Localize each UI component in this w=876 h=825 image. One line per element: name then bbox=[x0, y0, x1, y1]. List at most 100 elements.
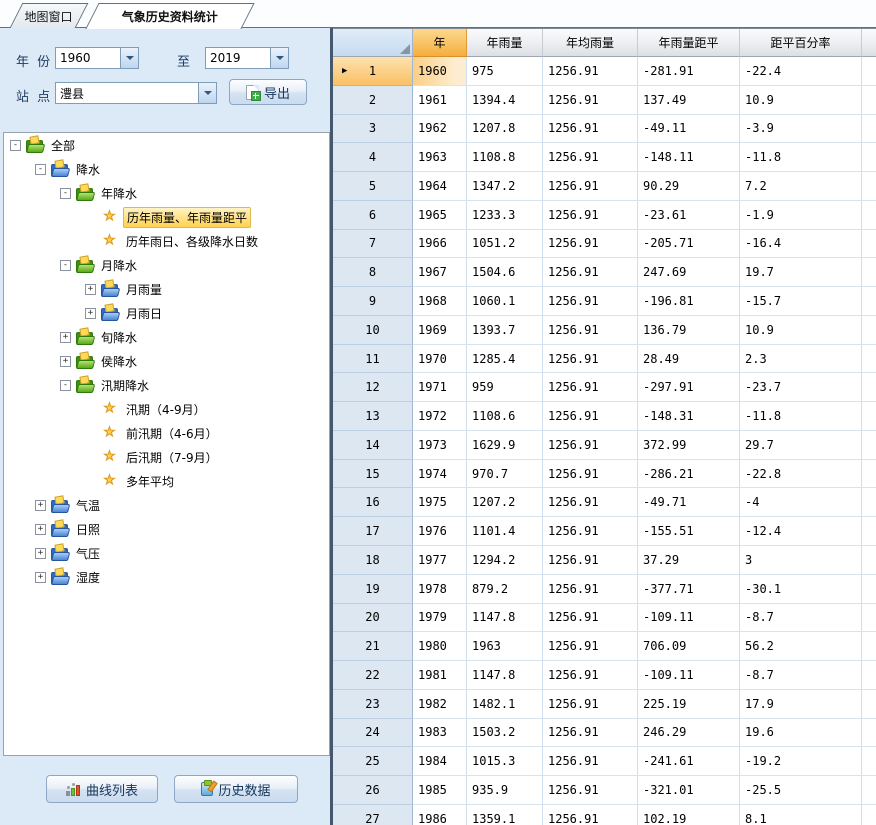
table-cell[interactable]: 1977 bbox=[413, 546, 467, 575]
table-cell[interactable]: -23.61 bbox=[638, 200, 740, 230]
expand-icon[interactable]: + bbox=[35, 499, 46, 511]
table-cell[interactable]: -19.2 bbox=[740, 747, 862, 777]
table-cell[interactable]: 1233.3 bbox=[467, 200, 543, 230]
table-cell[interactable]: 1147.8 bbox=[467, 603, 543, 633]
table-cell[interactable]: 1256.91 bbox=[543, 229, 638, 259]
table-cell[interactable]: 1051.2 bbox=[467, 229, 543, 259]
row-header-cell[interactable]: 7 bbox=[333, 229, 413, 259]
collapse-icon[interactable]: - bbox=[10, 139, 21, 151]
collapse-icon[interactable]: - bbox=[35, 163, 46, 175]
table-cell[interactable]: 10.9 bbox=[740, 315, 862, 345]
table-cell[interactable]: 1256.91 bbox=[543, 430, 638, 460]
tree-item-10[interactable]: - 汛期降水 bbox=[60, 373, 329, 397]
table-cell[interactable]: 706.09 bbox=[638, 632, 740, 662]
table-cell[interactable]: -148.11 bbox=[638, 143, 740, 173]
row-header-cell[interactable]: 2 bbox=[333, 85, 413, 115]
table-cell[interactable]: 17.9 bbox=[740, 689, 862, 719]
tree-item-3[interactable]: ★ 历年雨量、年雨量距平 bbox=[85, 205, 329, 229]
chevron-down-icon[interactable] bbox=[198, 83, 216, 103]
tree-item-7[interactable]: + 月雨日 bbox=[85, 301, 329, 325]
tree-item-11[interactable]: ★ 汛期（4-9月） bbox=[85, 397, 329, 421]
table-cell[interactable]: 1504.6 bbox=[467, 258, 543, 288]
table-cell[interactable]: 19.7 bbox=[740, 258, 862, 288]
tree-item-13[interactable]: ★ 后汛期（7-9月） bbox=[85, 445, 329, 469]
table-cell[interactable]: -3.9 bbox=[740, 114, 862, 144]
table-cell[interactable]: 19.6 bbox=[740, 718, 862, 748]
table-cell[interactable]: 1256.91 bbox=[543, 517, 638, 547]
table-cell[interactable]: -148.31 bbox=[638, 402, 740, 431]
table-cell[interactable]: 1108.8 bbox=[467, 143, 543, 173]
row-header-cell[interactable]: 18 bbox=[333, 546, 413, 575]
table-cell[interactable]: -297.91 bbox=[638, 373, 740, 403]
table-cell[interactable]: 959 bbox=[467, 373, 543, 403]
table-cell[interactable]: 2.3 bbox=[740, 344, 862, 374]
column-header-rainfall-anomaly[interactable]: 年雨量距平 bbox=[638, 29, 740, 57]
chevron-down-icon[interactable] bbox=[270, 48, 288, 68]
table-cell[interactable]: -155.51 bbox=[638, 517, 740, 547]
table-cell[interactable]: 56.2 bbox=[740, 632, 862, 662]
table-cell[interactable]: 1256.91 bbox=[543, 747, 638, 777]
table-cell[interactable]: -241.61 bbox=[638, 747, 740, 777]
table-cell[interactable]: -8.7 bbox=[740, 603, 862, 633]
table-cell[interactable]: 1060.1 bbox=[467, 287, 543, 316]
column-header-mean-rainfall[interactable]: 年均雨量 bbox=[543, 29, 638, 57]
row-header-cell[interactable]: 4 bbox=[333, 143, 413, 173]
row-header-cell[interactable]: 16 bbox=[333, 488, 413, 518]
table-cell[interactable]: 970.7 bbox=[467, 459, 543, 489]
row-header-cell[interactable]: 12 bbox=[333, 373, 413, 403]
table-cell[interactable]: 1347.2 bbox=[467, 172, 543, 201]
table-cell[interactable]: 1978 bbox=[413, 574, 467, 604]
tree-item-9[interactable]: + 侯降水 bbox=[60, 349, 329, 373]
table-cell[interactable]: -22.8 bbox=[740, 459, 862, 489]
table-cell[interactable]: 1359.1 bbox=[467, 804, 543, 825]
table-cell[interactable]: 1256.91 bbox=[543, 776, 638, 805]
table-cell[interactable]: 3 bbox=[740, 546, 862, 575]
table-cell[interactable]: 246.29 bbox=[638, 718, 740, 748]
table-cell[interactable]: 1975 bbox=[413, 488, 467, 518]
row-header-cell[interactable]: 25 bbox=[333, 747, 413, 777]
table-cell[interactable]: 1981 bbox=[413, 661, 467, 690]
table-cell[interactable]: 1256.91 bbox=[543, 661, 638, 690]
table-cell[interactable]: -205.71 bbox=[638, 229, 740, 259]
table-cell[interactable]: 1962 bbox=[413, 114, 467, 144]
table-cell[interactable]: 1147.8 bbox=[467, 661, 543, 690]
table-cell[interactable]: 1256.91 bbox=[543, 632, 638, 662]
table-cell[interactable]: 1503.2 bbox=[467, 718, 543, 748]
collapse-icon[interactable]: - bbox=[60, 259, 71, 271]
tree-item-4[interactable]: ★ 历年雨日、各级降水日数 bbox=[85, 229, 329, 253]
expand-icon[interactable]: + bbox=[35, 571, 46, 583]
collapse-icon[interactable]: - bbox=[60, 187, 71, 199]
table-cell[interactable]: 935.9 bbox=[467, 776, 543, 805]
export-button[interactable]: 导出 bbox=[229, 79, 307, 105]
panel-splitter[interactable] bbox=[330, 28, 333, 825]
table-cell[interactable]: 975 bbox=[467, 57, 543, 86]
table-cell[interactable]: 1256.91 bbox=[543, 488, 638, 518]
table-cell[interactable]: 1101.4 bbox=[467, 517, 543, 547]
table-cell[interactable]: 1629.9 bbox=[467, 430, 543, 460]
table-cell[interactable]: 1964 bbox=[413, 172, 467, 201]
table-cell[interactable]: -30.1 bbox=[740, 574, 862, 604]
row-header-cell[interactable]: 11 bbox=[333, 344, 413, 374]
row-header-cell[interactable]: 5 bbox=[333, 172, 413, 201]
table-cell[interactable]: 1979 bbox=[413, 603, 467, 633]
table-cell[interactable]: -12.4 bbox=[740, 517, 862, 547]
table-cell[interactable]: 1482.1 bbox=[467, 689, 543, 719]
table-cell[interactable]: 1970 bbox=[413, 344, 467, 374]
tree-item-15[interactable]: + 气温 bbox=[35, 493, 329, 517]
table-cell[interactable]: -377.71 bbox=[638, 574, 740, 604]
column-header-year[interactable]: 年 bbox=[413, 29, 467, 57]
table-cell[interactable]: 247.69 bbox=[638, 258, 740, 288]
table-cell[interactable]: 1256.91 bbox=[543, 603, 638, 633]
table-cell[interactable]: 1976 bbox=[413, 517, 467, 547]
table-cell[interactable]: 1960 bbox=[413, 57, 467, 86]
row-header-cell[interactable]: 3 bbox=[333, 114, 413, 144]
table-cell[interactable]: 1971 bbox=[413, 373, 467, 403]
table-cell[interactable]: 1256.91 bbox=[543, 172, 638, 201]
tree-item-18[interactable]: + 湿度 bbox=[35, 565, 329, 589]
table-cell[interactable]: -11.8 bbox=[740, 402, 862, 431]
table-cell[interactable]: 1256.91 bbox=[543, 546, 638, 575]
table-cell[interactable]: -49.11 bbox=[638, 114, 740, 144]
collapse-icon[interactable]: - bbox=[60, 379, 71, 391]
table-cell[interactable]: 29.7 bbox=[740, 430, 862, 460]
table-cell[interactable]: 1015.3 bbox=[467, 747, 543, 777]
